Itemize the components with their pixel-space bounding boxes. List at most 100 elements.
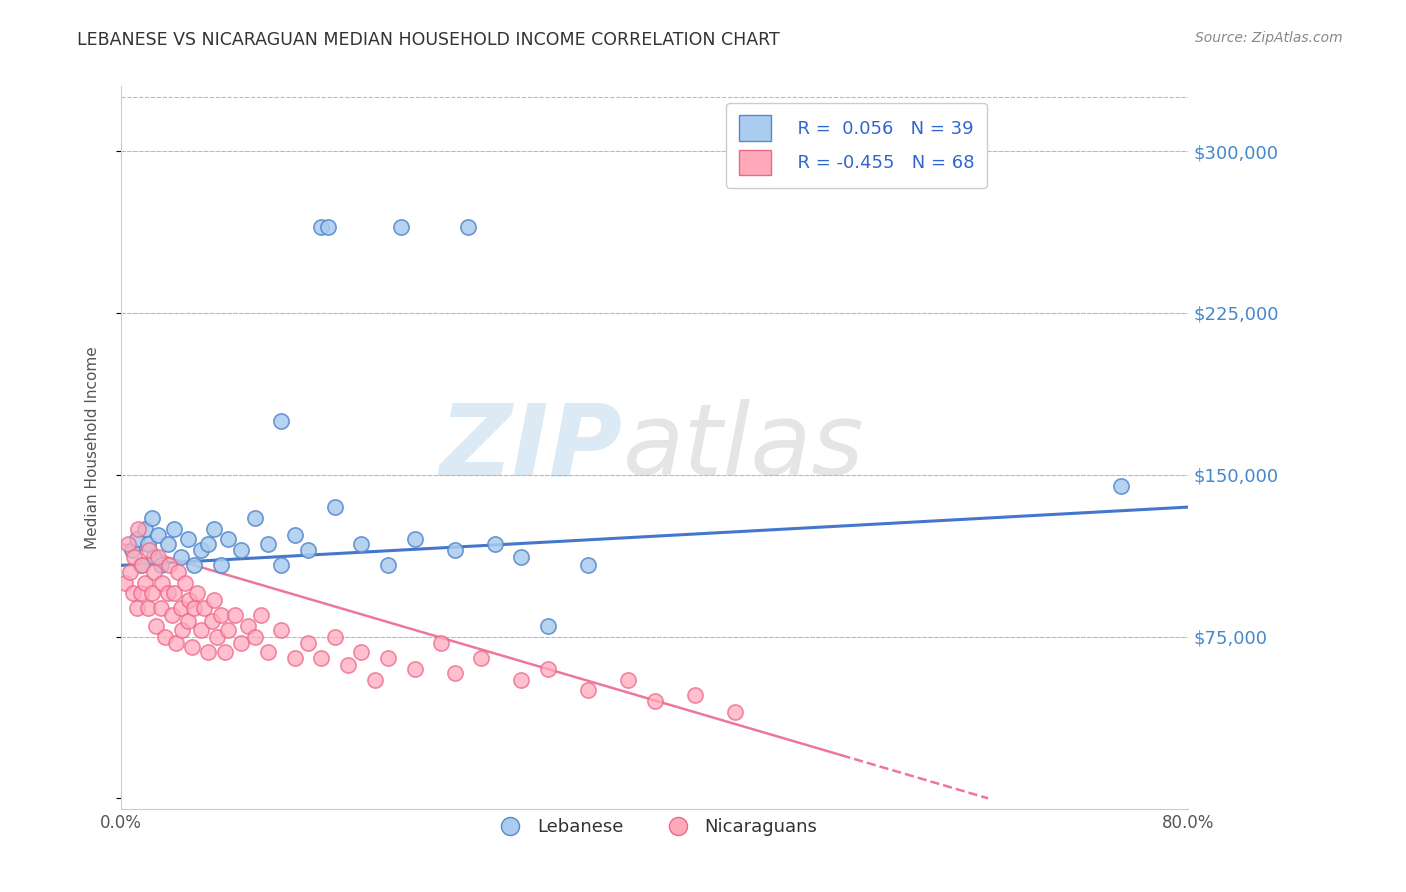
Point bbox=[145, 619, 167, 633]
Point bbox=[170, 549, 193, 564]
Point bbox=[186, 586, 208, 600]
Point bbox=[197, 537, 219, 551]
Point bbox=[190, 623, 212, 637]
Point bbox=[141, 586, 163, 600]
Point bbox=[177, 533, 200, 547]
Point bbox=[201, 615, 224, 629]
Point bbox=[270, 414, 292, 428]
Point bbox=[377, 651, 399, 665]
Point bbox=[270, 558, 292, 573]
Point bbox=[283, 651, 305, 665]
Point bbox=[190, 543, 212, 558]
Text: atlas: atlas bbox=[623, 400, 865, 496]
Point bbox=[363, 673, 385, 687]
Point bbox=[231, 543, 253, 558]
Point bbox=[484, 537, 506, 551]
Point bbox=[117, 537, 139, 551]
Point bbox=[214, 645, 236, 659]
Point bbox=[150, 558, 173, 573]
Point bbox=[170, 601, 193, 615]
Point bbox=[316, 219, 339, 234]
Point bbox=[204, 592, 226, 607]
Point bbox=[443, 666, 465, 681]
Point bbox=[470, 651, 492, 665]
Point bbox=[193, 601, 215, 615]
Point bbox=[377, 558, 399, 573]
Point bbox=[323, 630, 346, 644]
Point bbox=[309, 651, 332, 665]
Point bbox=[323, 500, 346, 514]
Point bbox=[250, 607, 273, 622]
Point bbox=[576, 558, 599, 573]
Point bbox=[457, 219, 479, 234]
Point bbox=[231, 636, 253, 650]
Point bbox=[148, 528, 170, 542]
Point bbox=[129, 558, 152, 573]
Point bbox=[152, 575, 174, 590]
Point bbox=[683, 688, 706, 702]
Point bbox=[121, 543, 143, 558]
Point bbox=[131, 558, 153, 573]
Point bbox=[138, 543, 160, 558]
Y-axis label: Median Household Income: Median Household Income bbox=[86, 346, 100, 549]
Point bbox=[404, 662, 426, 676]
Point bbox=[183, 558, 205, 573]
Point bbox=[148, 549, 170, 564]
Text: LEBANESE VS NICARAGUAN MEDIAN HOUSEHOLD INCOME CORRELATION CHART: LEBANESE VS NICARAGUAN MEDIAN HOUSEHOLD … bbox=[77, 31, 780, 49]
Point bbox=[177, 615, 200, 629]
Point bbox=[404, 533, 426, 547]
Point bbox=[297, 636, 319, 650]
Point bbox=[510, 549, 533, 564]
Point bbox=[127, 533, 149, 547]
Point bbox=[336, 657, 359, 672]
Point bbox=[150, 601, 173, 615]
Point bbox=[243, 630, 266, 644]
Point bbox=[209, 607, 232, 622]
Point bbox=[172, 623, 194, 637]
Point bbox=[141, 511, 163, 525]
Point bbox=[153, 630, 176, 644]
Point bbox=[537, 619, 560, 633]
Point bbox=[136, 537, 159, 551]
Point bbox=[156, 586, 179, 600]
Point bbox=[163, 586, 186, 600]
Point bbox=[127, 522, 149, 536]
Point bbox=[179, 592, 201, 607]
Point bbox=[143, 549, 166, 564]
Point bbox=[204, 522, 226, 536]
Point bbox=[157, 558, 180, 573]
Point bbox=[129, 586, 152, 600]
Point bbox=[243, 511, 266, 525]
Point bbox=[134, 575, 156, 590]
Point bbox=[217, 623, 239, 637]
Point bbox=[165, 636, 187, 650]
Point bbox=[430, 636, 453, 650]
Point bbox=[174, 575, 197, 590]
Point bbox=[224, 607, 246, 622]
Point bbox=[510, 673, 533, 687]
Point bbox=[350, 645, 373, 659]
Point bbox=[297, 543, 319, 558]
Point bbox=[127, 601, 149, 615]
Point bbox=[309, 219, 332, 234]
Point bbox=[257, 645, 280, 659]
Point bbox=[236, 619, 259, 633]
Point bbox=[143, 565, 166, 579]
Point bbox=[205, 630, 228, 644]
Point bbox=[120, 565, 142, 579]
Point bbox=[257, 537, 280, 551]
Point bbox=[163, 522, 186, 536]
Point bbox=[124, 549, 146, 564]
Point bbox=[537, 662, 560, 676]
Point bbox=[160, 607, 183, 622]
Point bbox=[1111, 478, 1133, 492]
Point bbox=[270, 623, 292, 637]
Point bbox=[197, 645, 219, 659]
Legend: Lebanese, Nicaraguans: Lebanese, Nicaraguans bbox=[485, 811, 825, 844]
Point bbox=[644, 694, 666, 708]
Point bbox=[136, 601, 159, 615]
Point bbox=[180, 640, 202, 655]
Point bbox=[617, 673, 640, 687]
Point bbox=[122, 586, 145, 600]
Point bbox=[443, 543, 465, 558]
